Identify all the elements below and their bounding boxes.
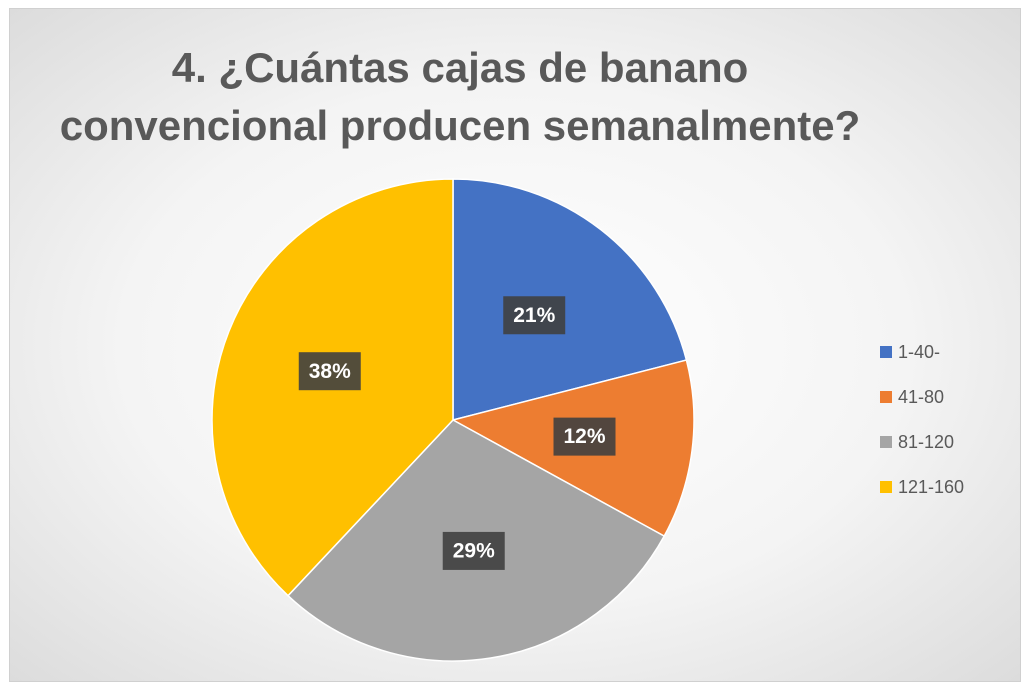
legend-label: 121-160 xyxy=(898,477,964,497)
data-label-box xyxy=(553,417,616,456)
data-label: 38% xyxy=(309,360,351,383)
pie-slice xyxy=(452,178,688,421)
data-label: 12% xyxy=(563,425,605,448)
legend-swatch xyxy=(880,436,892,448)
legend-swatch xyxy=(880,346,892,358)
legend-label: 41-80 xyxy=(898,387,944,407)
data-label-box xyxy=(442,531,505,570)
legend-label: 81-120 xyxy=(898,432,954,452)
legend-swatch xyxy=(880,481,892,493)
legend-swatch xyxy=(880,391,892,403)
data-label-box xyxy=(503,296,566,335)
data-label: 21% xyxy=(513,304,555,327)
chart-title: 4. ¿Cuántas cajas de banano convencional… xyxy=(59,44,861,149)
data-label: 29% xyxy=(453,539,495,562)
data-label-box xyxy=(298,352,361,391)
legend-label: 1-40- xyxy=(898,342,940,362)
